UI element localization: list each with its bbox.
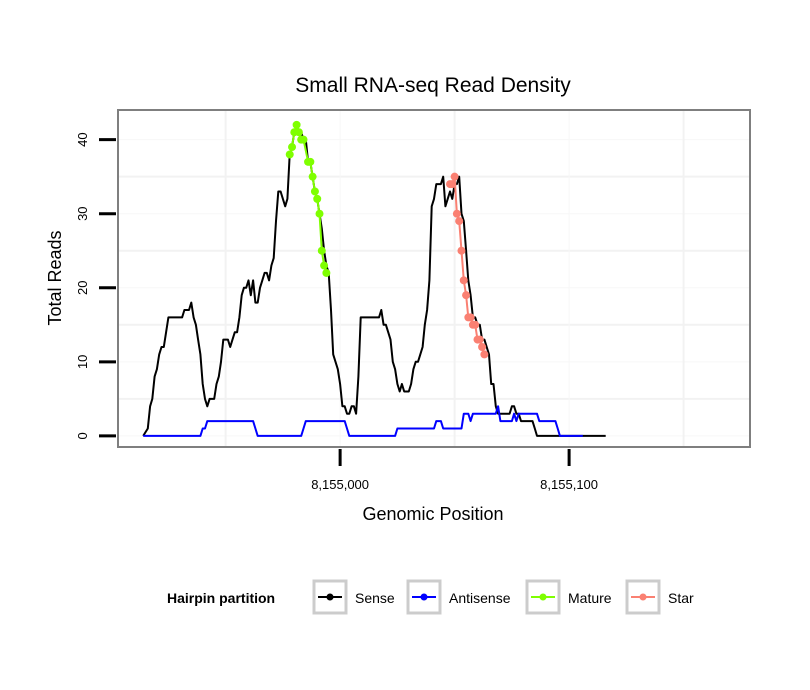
point-star — [450, 172, 459, 181]
x-tick-label: 8,155,100 — [540, 477, 598, 492]
legend-label: Antisense — [449, 590, 511, 606]
point-star — [452, 209, 461, 218]
point-mature — [306, 157, 315, 166]
point-mature — [308, 172, 317, 181]
y-tick-label: 20 — [75, 281, 90, 295]
point-mature — [294, 128, 303, 137]
series-line-sense — [142, 123, 606, 437]
legend-item-mature: Mature — [525, 579, 612, 615]
point-star — [457, 246, 466, 255]
x-axis-label: Genomic Position — [362, 504, 503, 524]
point-mature — [310, 187, 319, 196]
y-tick-label: 30 — [75, 206, 90, 220]
point-star — [455, 217, 464, 226]
point-mature — [320, 261, 329, 270]
x-axis: 8,155,000 8,155,100 — [311, 449, 598, 492]
series-layer — [142, 120, 606, 437]
legend-key-box — [406, 579, 442, 615]
point-mature — [322, 268, 331, 277]
point-star — [462, 291, 471, 300]
point-star — [466, 313, 475, 322]
point-mature — [317, 246, 326, 255]
y-axis-label: Total Reads — [45, 230, 65, 325]
point-star — [448, 180, 457, 189]
legend-key-point — [639, 593, 647, 601]
point-star — [475, 335, 484, 344]
y-axis: 0 10 20 30 40 — [75, 132, 116, 440]
y-tick-label: 0 — [75, 432, 90, 439]
legend-title: Hairpin partition — [167, 590, 275, 606]
legend-key-point — [326, 593, 334, 601]
legend-item-sense: Sense — [312, 579, 395, 615]
series-line-antisense — [143, 405, 583, 437]
point-star — [471, 320, 480, 329]
chart-title: Small RNA-seq Read Density — [295, 74, 571, 97]
legend-key-point — [539, 593, 547, 601]
x-tick-label: 8,155,000 — [311, 477, 369, 492]
point-mature — [285, 150, 294, 159]
point-mature — [313, 194, 322, 203]
point-mature — [299, 135, 308, 144]
legend-label: Sense — [355, 590, 395, 606]
grid — [118, 110, 750, 447]
point-mature — [288, 143, 297, 152]
y-tick-label: 10 — [75, 355, 90, 369]
legend-item-antisense: Antisense — [406, 579, 511, 615]
y-tick-label: 40 — [75, 132, 90, 146]
point-star — [480, 350, 489, 359]
point-mature — [292, 120, 301, 129]
legend-item-star: Star — [625, 579, 694, 615]
point-star — [478, 343, 487, 352]
point-mature — [315, 209, 324, 218]
legend-label: Star — [668, 590, 694, 606]
panel-border — [117, 109, 751, 448]
legend-key-point — [420, 593, 428, 601]
legend-label: Mature — [568, 590, 612, 606]
point-star — [459, 276, 468, 285]
legend: Hairpin partition Sense Antisense Mature St… — [167, 579, 694, 615]
